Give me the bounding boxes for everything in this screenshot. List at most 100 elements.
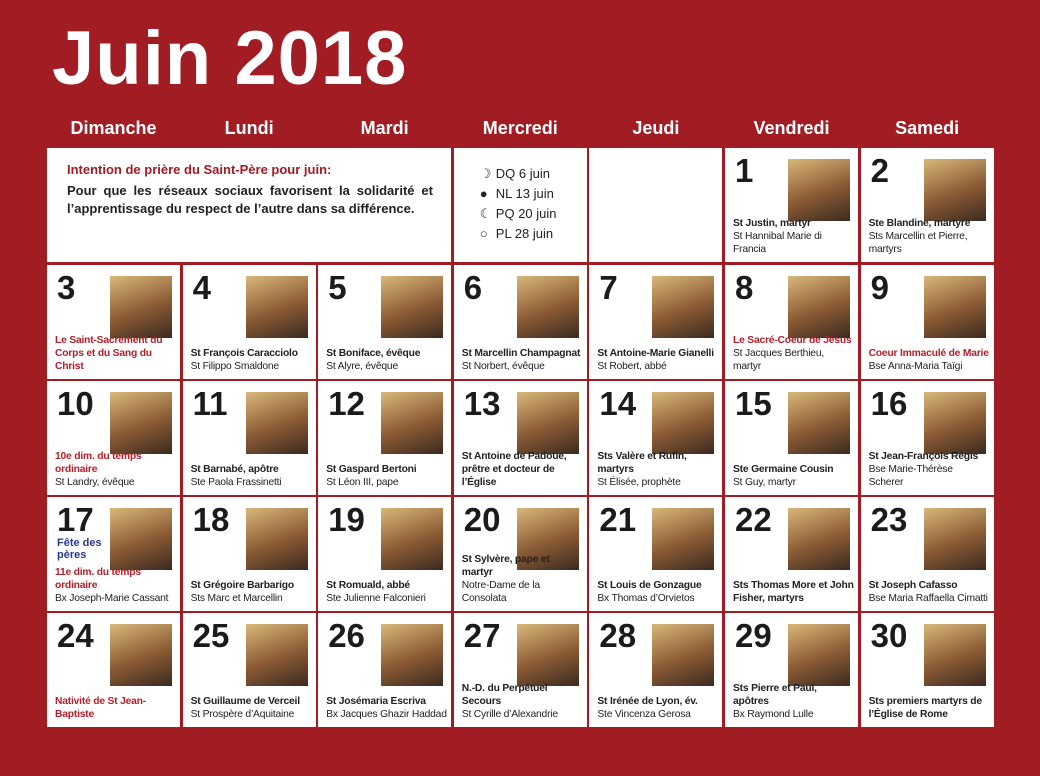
saint-image xyxy=(516,392,579,454)
day-cell: 18 St Grégoire Barbarigo Sts Marc et Marce… xyxy=(182,497,316,611)
day-cell: 30 Sts premiers martyrs de l’Église de Ro… xyxy=(860,613,994,727)
day-cell: 17 Fête des pères 11e dim. du temps ordina… xyxy=(47,497,180,611)
saint-name: St Josémaria Escriva xyxy=(326,696,426,707)
other-saint: Bse Maria Raffaella Cimatti xyxy=(868,593,988,604)
saint-image xyxy=(788,624,850,686)
saint-image xyxy=(381,624,444,686)
weekday: Jeudi xyxy=(632,118,680,138)
day-cell: 27 N.-D. du Perpétuel Secours St Cyrille d… xyxy=(453,613,587,727)
day-cell: 1 St Justin, martyr St Hannibal Marie di F… xyxy=(725,148,858,262)
other-saint: St Robert, abbé xyxy=(597,361,667,372)
day-cell: 5 St Boniface, évêque St Alyre, évêque xyxy=(318,265,452,379)
saint-name: St Antoine de Padoue, prêtre et docteur … xyxy=(461,451,567,488)
saint-name: St Irénée de Lyon, év. xyxy=(597,696,698,707)
day-number: 19 xyxy=(328,501,365,538)
saint-image xyxy=(923,508,986,570)
saint-name: N.-D. du Perpétuel Secours xyxy=(461,683,548,707)
day-number: 28 xyxy=(599,617,637,654)
day-cell: 10 10e dim. du temps ordinaire St Landry, … xyxy=(47,381,180,495)
day-number: 8 xyxy=(735,269,754,306)
saint-image xyxy=(245,624,308,686)
saint-image xyxy=(245,276,308,338)
day-text: St Josémaria Escriva Bx Jacques Ghazir Ha… xyxy=(326,695,447,721)
weekday: Vendredi xyxy=(753,118,830,138)
weekday: Mardi xyxy=(360,118,409,138)
day-text: Sts premiers martyrs de l’Église de Rome xyxy=(869,695,990,721)
saint-name: Coeur Immaculé de Marie xyxy=(868,348,989,359)
day-cell: 20 St Sylvère, pape et martyr Notre-Dame d… xyxy=(453,497,587,611)
saint-name: St Justin, martyr xyxy=(733,218,811,229)
intention-text: Pour que les réseaux sociaux favorisent … xyxy=(67,183,433,216)
day-cell: 24 Nativité de St Jean-Baptiste xyxy=(47,613,180,727)
day-number: 26 xyxy=(328,617,365,654)
day-text: Sts Thomas More et John Fisher, martyrs xyxy=(733,579,854,605)
day-number: 24 xyxy=(57,617,94,654)
day-text: St Jean-François Régis Bse Marie-Thérèse … xyxy=(869,450,990,489)
day-text: St François Caracciolo St Filippo Smaldon… xyxy=(191,347,312,373)
day-cell: 26 St Josémaria Escriva Bx Jacques Ghazir … xyxy=(318,613,452,727)
day-text: St Antoine de Padoue, prêtre et docteur … xyxy=(462,450,583,489)
other-saint: Ste Paola Frassinetti xyxy=(190,477,282,488)
saint-image xyxy=(788,276,850,338)
saint-image xyxy=(110,508,172,570)
weekday: Lundi xyxy=(224,118,274,138)
day-number: 12 xyxy=(328,385,365,422)
saint-name: St Joseph Cafasso xyxy=(868,580,958,591)
saint-name: St Sylvère, pape et martyr xyxy=(461,554,550,578)
day-number: 11 xyxy=(192,385,228,422)
day-number: 15 xyxy=(735,385,772,422)
saint-name: St Romuald, abbé xyxy=(326,580,410,591)
day-text: Ste Blandine, martyre Sts Marcellin et Pi… xyxy=(869,217,990,256)
saint-image xyxy=(652,508,715,570)
moon-label: NL 13 juin xyxy=(495,186,554,201)
saint-name: St Gaspard Bertoni xyxy=(326,464,417,475)
day-cell: 13 St Antoine de Padoue, prêtre et docteu… xyxy=(453,381,587,495)
day-cell: 3 Le Saint-Sacrement du Corps et du Sang … xyxy=(47,265,180,379)
saint-image xyxy=(788,392,850,454)
saint-name: St François Caracciolo xyxy=(190,348,298,359)
day-cell: 25 St Guillaume de Verceil St Prospère d’A… xyxy=(182,613,316,727)
saint-name: Nativité de St Jean-Baptiste xyxy=(55,696,146,720)
day-number: 4 xyxy=(192,269,211,306)
moon-phase: ☾ PQ 20 juin xyxy=(480,206,557,222)
other-saint: Bse Anna-Maria Taïgi xyxy=(868,361,963,372)
saint-name: Sts Thomas More et John Fisher, martyrs xyxy=(733,580,854,604)
day-text: St Grégoire Barbarigo Sts Marc et Marcell… xyxy=(191,579,312,605)
saint-name: St Antoine-Marie Gianelli xyxy=(597,348,714,359)
other-saint: St Jacques Berthieu, martyr xyxy=(733,348,825,372)
saint-name: Sts Valère et Rufin, martyrs xyxy=(597,451,687,475)
saint-name: St Marcellin Champagnat xyxy=(461,348,581,359)
intention-box: Intention de prière du Saint-Père pour j… xyxy=(47,148,451,262)
saint-image xyxy=(652,276,715,338)
saint-image xyxy=(923,624,986,686)
saint-name: St Boniface, évêque xyxy=(326,348,421,359)
other-saint: Bx Jacques Ghazir Haddad xyxy=(326,709,447,720)
day-cell: 23 St Joseph Cafasso Bse Maria Raffaella C… xyxy=(860,497,994,611)
other-saint: Bx Thomas d’Orvietos xyxy=(597,593,695,604)
saint-image xyxy=(788,508,850,570)
day-text: 11e dim. du temps ordinaire Bx Joseph-Mar… xyxy=(55,566,176,605)
other-saint: St Landry, évêque xyxy=(55,477,135,488)
day-text: St Romuald, abbé Ste Julienne Falconieri xyxy=(326,579,447,605)
day-cell: 12 St Gaspard Bertoni St Léon III, pape xyxy=(318,381,452,495)
day-text: Sts Valère et Rufin, martyrs St Élisée, p… xyxy=(597,450,718,489)
moon-label: PL 28 juin xyxy=(495,226,554,241)
day-cell: 16 St Jean-François Régis Bse Marie-Thérès… xyxy=(860,381,994,495)
day-cell: 19 St Romuald, abbé Ste Julienne Falconier… xyxy=(318,497,452,611)
day-text: St Guillaume de Verceil St Prospère d’Aqu… xyxy=(191,695,312,721)
day-number: 9 xyxy=(870,269,889,306)
day-number: 7 xyxy=(599,269,618,306)
day-number: 21 xyxy=(599,501,637,538)
saint-image xyxy=(381,392,444,454)
weekday: Dimanche xyxy=(70,118,157,138)
saint-image xyxy=(381,276,444,338)
other-saint: St Léon III, pape xyxy=(326,477,399,488)
moon-phase: ☽ DQ 6 juin xyxy=(480,166,550,182)
moon-label: PQ 20 juin xyxy=(495,206,557,221)
day-number: 14 xyxy=(599,385,637,422)
day-cell: 4 St François Caracciolo St Filippo Smaldo… xyxy=(182,265,316,379)
saint-image xyxy=(110,392,172,454)
saint-name: Ste Blandine, martyre xyxy=(868,218,971,229)
